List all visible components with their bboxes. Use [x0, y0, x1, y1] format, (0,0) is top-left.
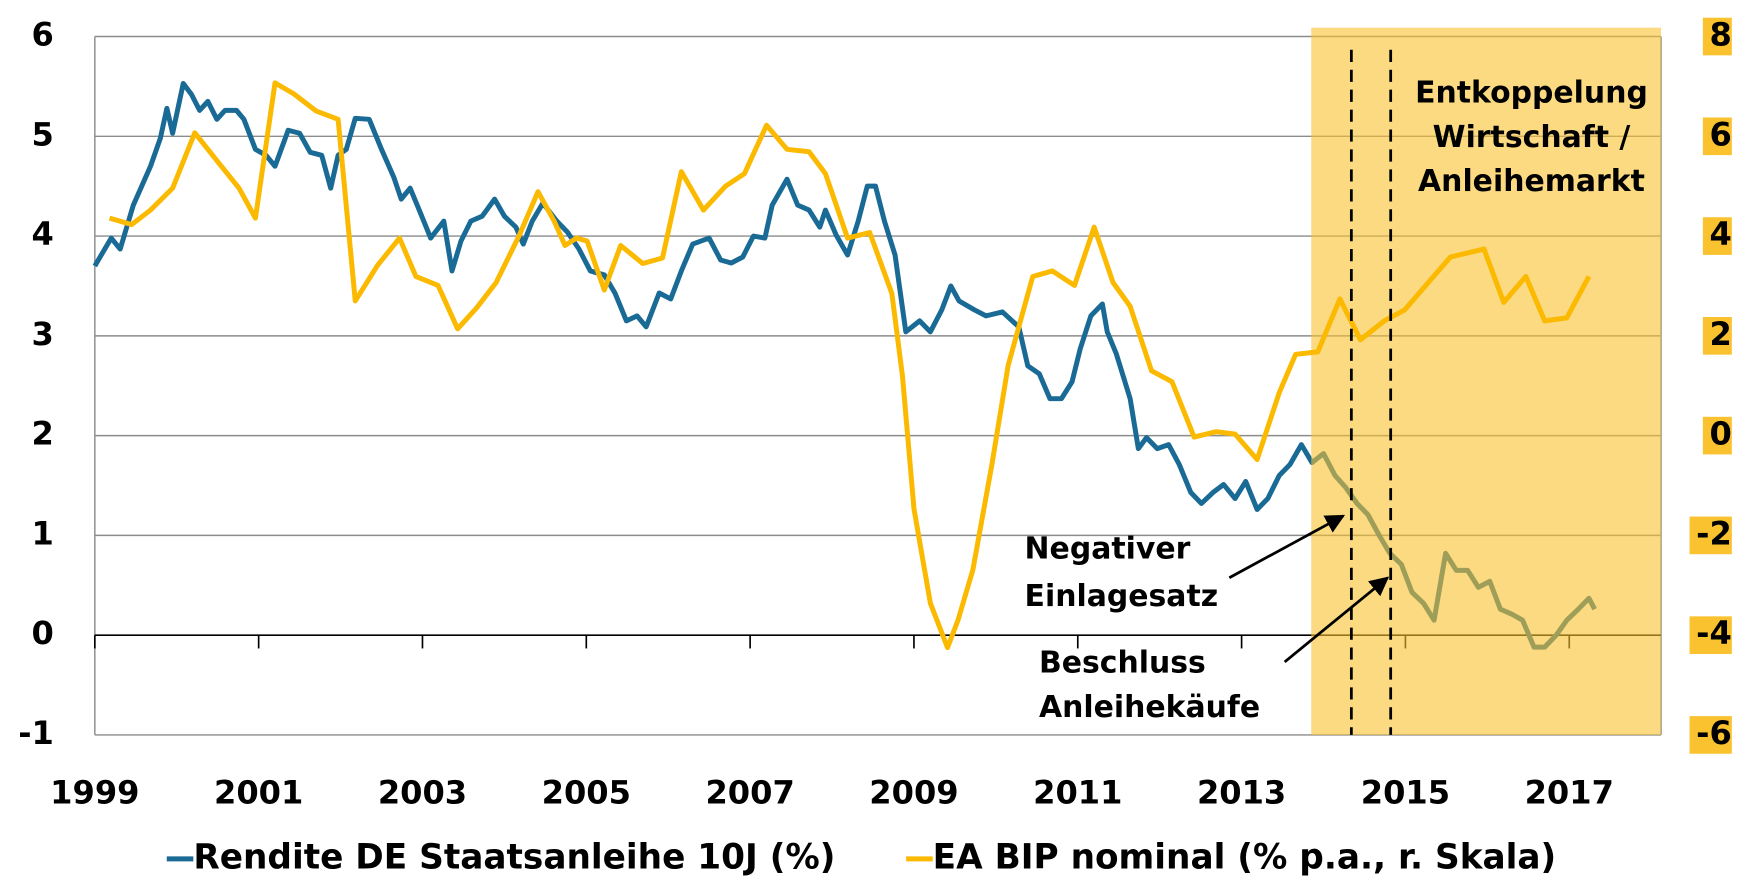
annotation-text: Negativer: [1025, 532, 1191, 567]
y2-tick-label: -6: [1696, 714, 1732, 752]
y2-tick-label: 4: [1710, 215, 1732, 253]
y2-tick-label: -4: [1696, 614, 1732, 652]
y2-tick-bg: [1689, 616, 1732, 654]
x-tick-label: 2001: [214, 774, 303, 812]
y2-tick-bg: [1702, 416, 1732, 455]
series-line: [108, 80, 1592, 651]
y-tick-label: 0: [32, 614, 54, 652]
y-tick-label: 5: [32, 115, 54, 153]
annotation-text: Beschluss: [1039, 646, 1206, 681]
y-tick-label: 1: [32, 514, 54, 552]
y-tick-label: 2: [32, 415, 54, 453]
y2-tick-label: 6: [1710, 115, 1732, 153]
x-tick-label: 2009: [869, 774, 958, 812]
y2-tick-bg: [1702, 17, 1732, 56]
y2-tick-bg: [1702, 217, 1732, 255]
annotation-arrow: [1228, 514, 1346, 579]
y2-tick-label: -2: [1696, 514, 1732, 552]
legend-label: Rendite DE Staatsanleihe 10J (%): [193, 837, 835, 877]
x-tick-label: 2007: [705, 774, 794, 812]
x-tick-label: 2013: [1197, 774, 1286, 812]
x-tick-label: 2005: [542, 774, 631, 812]
x-tick-label: 2015: [1361, 774, 1450, 812]
x-tick-label: 2011: [1033, 774, 1122, 812]
y2-tick-bg: [1702, 117, 1732, 156]
y2-tick-label: 8: [1710, 16, 1732, 54]
y2-tick-bg: [1689, 516, 1732, 555]
y2-tick-bg: [1689, 716, 1732, 754]
annotation-text: Anleihekäufe: [1039, 690, 1260, 725]
annotation-text: Anleihemarkt: [1418, 164, 1645, 199]
y2-tick-label: 2: [1710, 315, 1732, 353]
y2-tick-bg: [1702, 317, 1732, 355]
x-tick-label: 2017: [1525, 774, 1614, 812]
x-tick-label: 1999: [50, 774, 139, 812]
y-tick-label: -1: [18, 714, 54, 752]
y-tick-label: 4: [32, 215, 54, 253]
y-tick-label: 3: [32, 315, 54, 353]
x-tick-label: 2003: [378, 774, 467, 812]
annotation-text: Wirtschaft /: [1433, 120, 1631, 155]
legend-label: EA BIP nominal (% p.a., r. Skala): [933, 837, 1557, 877]
annotation-text: Einlagesatz: [1025, 579, 1219, 614]
annotation-arrow: [1283, 576, 1390, 663]
highlight-band: [1311, 27, 1661, 735]
y-tick-label: 6: [32, 16, 54, 54]
y2-tick-label: 0: [1710, 415, 1732, 453]
annotation-text: Entkoppelung: [1415, 76, 1648, 111]
